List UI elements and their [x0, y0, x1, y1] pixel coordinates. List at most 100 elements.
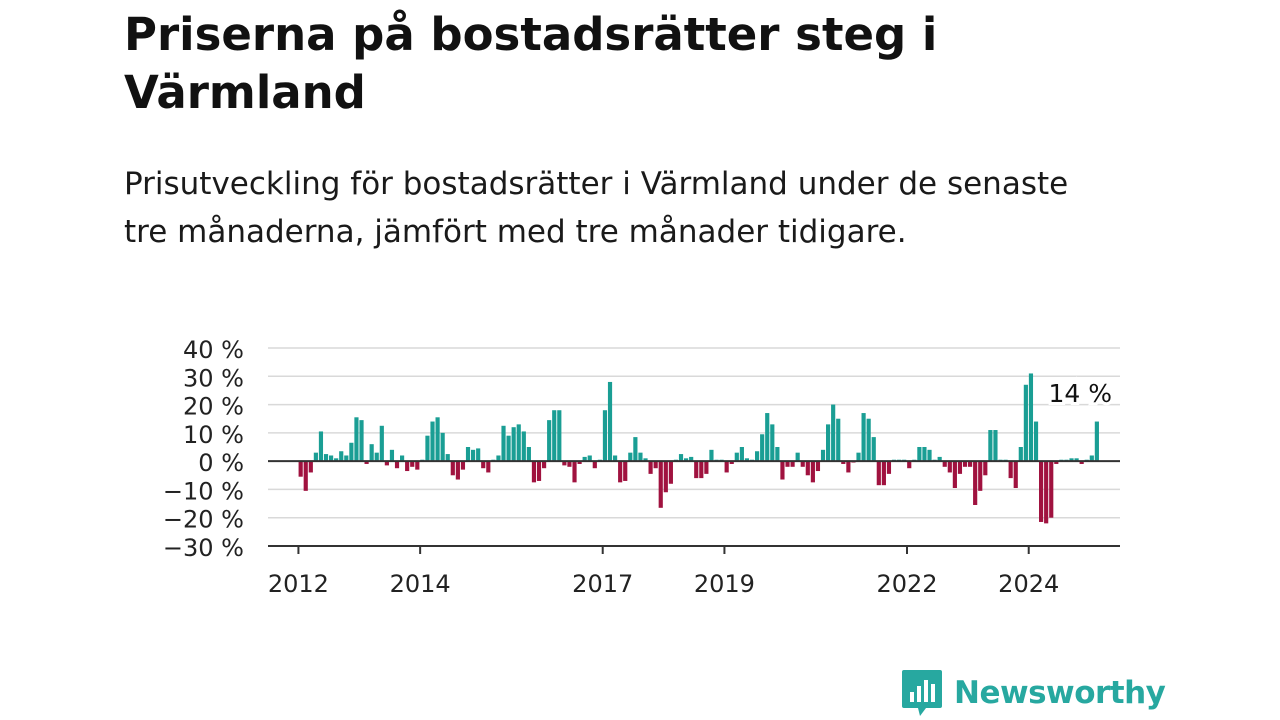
bar: [1008, 461, 1013, 479]
bar: [542, 461, 547, 469]
bar: [937, 456, 942, 462]
bar: [318, 431, 324, 462]
bar: [653, 461, 658, 469]
bar: [694, 461, 699, 479]
y-tick-label: 20 %: [183, 393, 244, 421]
bar: [430, 421, 435, 462]
y-tick-label: −20 %: [163, 506, 244, 534]
bar: [886, 461, 892, 474]
chart-subtitle: Prisutveckling för bostadsrätter i Värml…: [124, 166, 1069, 250]
bar: [547, 420, 552, 462]
bar: [405, 461, 410, 472]
bar: [861, 413, 866, 462]
bar: [658, 461, 663, 508]
bar: [993, 430, 998, 462]
bar: [881, 461, 886, 486]
bar: [471, 449, 476, 462]
bar: [496, 455, 501, 462]
bar: [866, 418, 871, 462]
axes: [268, 460, 1120, 547]
bar: [927, 449, 932, 462]
y-tick-label: 10 %: [183, 421, 244, 449]
bar: [476, 448, 481, 462]
bar: [511, 427, 516, 462]
bar: [303, 461, 308, 491]
y-axis-tick-labels: 40 %30 %20 %10 %0 %−10 %−20 %−30 %: [163, 336, 244, 562]
bar: [775, 447, 780, 462]
bar: [962, 461, 968, 467]
bar: [755, 451, 760, 462]
bar: [770, 424, 775, 462]
bar: [1069, 458, 1074, 462]
bar: [623, 461, 628, 481]
bar: [1023, 384, 1028, 462]
y-tick-label: 30 %: [183, 364, 244, 392]
bar: [805, 461, 810, 476]
bar: [957, 461, 963, 474]
x-axis-tick-labels: 2012 2014 2017 2019 2022 2024: [268, 546, 1059, 598]
bar: [917, 447, 922, 462]
bar: [699, 461, 704, 479]
bar: [1039, 461, 1044, 522]
bar: [826, 424, 831, 462]
bar: [810, 461, 815, 483]
bar: [668, 461, 673, 484]
bar: [760, 434, 765, 462]
bar: [323, 454, 329, 462]
bar: [577, 461, 582, 464]
bar: [780, 461, 785, 480]
bar: [739, 447, 744, 462]
bar: [567, 461, 572, 467]
y-tick-label: 40 %: [183, 336, 244, 364]
bar: [871, 437, 876, 462]
bar: [1079, 461, 1084, 464]
bar: [856, 452, 861, 462]
chart-title: Priserna på bostadsrätter steg i Värmlan…: [124, 8, 938, 119]
bar: [678, 454, 684, 462]
bar: [521, 431, 526, 462]
newsworthy-logo: Newsworthy: [900, 668, 1166, 718]
bar: [765, 413, 770, 462]
bar: [831, 404, 836, 462]
bar: [425, 435, 430, 462]
bar: [334, 458, 339, 462]
bar: [978, 461, 983, 491]
bar: [1013, 461, 1018, 489]
bar: [486, 461, 491, 473]
bar: [734, 452, 739, 462]
bar: [947, 461, 952, 473]
bar-chart: 40 %30 %20 %10 %0 %−10 %−20 %−30 % 2012 2…: [163, 336, 1120, 598]
bar: [638, 452, 643, 462]
bar: [1089, 455, 1094, 462]
bar: [308, 461, 313, 473]
bar: [942, 461, 947, 467]
bar: [592, 461, 597, 469]
annotations: 14 %: [1045, 376, 1115, 411]
bar: [602, 410, 608, 462]
bar: [613, 455, 618, 462]
x-tick-label: 2017: [572, 570, 633, 598]
bar: [501, 425, 506, 462]
bar: [298, 461, 303, 477]
bar: [455, 461, 460, 480]
bar: [968, 461, 973, 467]
y-tick-label: −10 %: [163, 477, 244, 505]
x-tick-label: 2024: [998, 570, 1059, 598]
bar: [506, 435, 511, 462]
bar: [795, 452, 800, 462]
bar: [846, 461, 851, 473]
bar: [876, 461, 881, 486]
bar: [1028, 373, 1034, 462]
bar: [836, 418, 841, 462]
newsworthy-logo-text: Newsworthy: [954, 675, 1166, 711]
bar: [562, 461, 567, 466]
bar: [1033, 421, 1039, 462]
bar: [643, 458, 648, 462]
bar: [389, 449, 395, 462]
bar: [415, 461, 420, 470]
x-tick-label: 2014: [390, 570, 451, 598]
bar: [531, 461, 537, 483]
bar: [552, 410, 557, 462]
latest-value-label: 14 %: [1048, 379, 1112, 408]
bar: [349, 442, 354, 462]
